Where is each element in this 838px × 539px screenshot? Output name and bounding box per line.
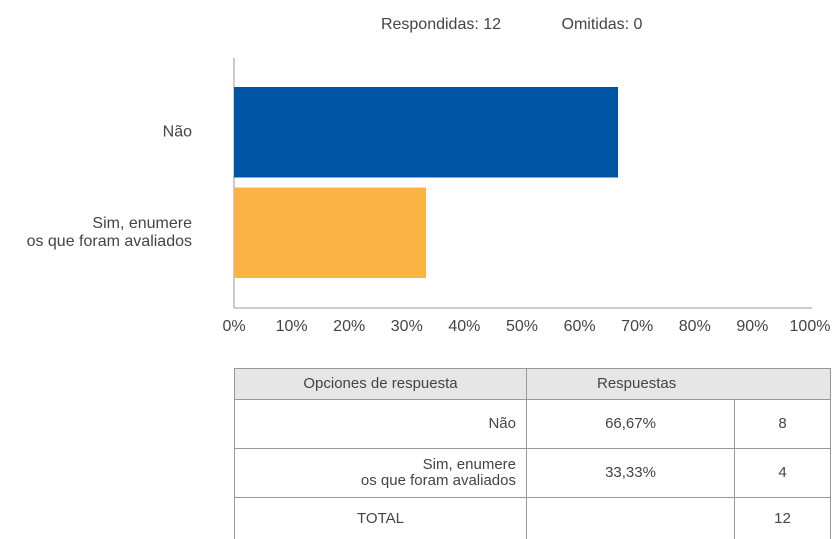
bar	[234, 87, 619, 178]
cell: 8	[734, 399, 831, 449]
cell: 12	[734, 497, 831, 539]
header-row: Opciones de respuesta Respuestas	[234, 368, 831, 400]
row: Sim, enumere os que foram avaliados 33,3…	[234, 448, 831, 498]
x-tick-label: 100%	[790, 318, 831, 335]
skipped: Omitidas: 0	[562, 16, 643, 33]
bar	[234, 187, 426, 278]
cell: 33,33%	[526, 448, 735, 498]
cell: 66,67%	[526, 399, 735, 449]
row: Não 66,67% 8	[234, 399, 831, 449]
x-tick-label: 60%	[564, 318, 596, 335]
x-tick-label: 50%	[506, 318, 538, 335]
y-tick-label: Sim, enumere os que foram avaliados	[27, 215, 193, 250]
cell	[526, 497, 735, 539]
chart: Respondidas: 12 Omitidas: 0 0% 10% 20% 30% 4…	[27, 16, 831, 335]
y-tick-label: Não	[163, 123, 192, 140]
x-tick-label: 70%	[621, 318, 653, 335]
x-tick-label: 40%	[448, 318, 480, 335]
cell: 4	[734, 448, 831, 498]
response-table: Opciones de respuesta Respuestas Não 66,…	[234, 368, 831, 539]
header-cell: Opciones de respuesta	[234, 368, 527, 400]
answered: Respondidas: 12	[381, 16, 501, 33]
cell: TOTAL	[234, 497, 527, 539]
x-tick-label: 20%	[333, 318, 365, 335]
cell: Não	[234, 399, 527, 449]
header-cell: Respuestas	[526, 368, 831, 400]
cell: Sim, enumere os que foram avaliados	[234, 448, 527, 498]
x-tick-label: 10%	[276, 318, 308, 335]
x-tick-label: 0%	[222, 318, 245, 335]
x-tick-label: 90%	[736, 318, 768, 335]
total-row: TOTAL 12	[234, 497, 831, 539]
x-tick-label: 80%	[679, 318, 711, 335]
x-tick-label: 30%	[391, 318, 423, 335]
